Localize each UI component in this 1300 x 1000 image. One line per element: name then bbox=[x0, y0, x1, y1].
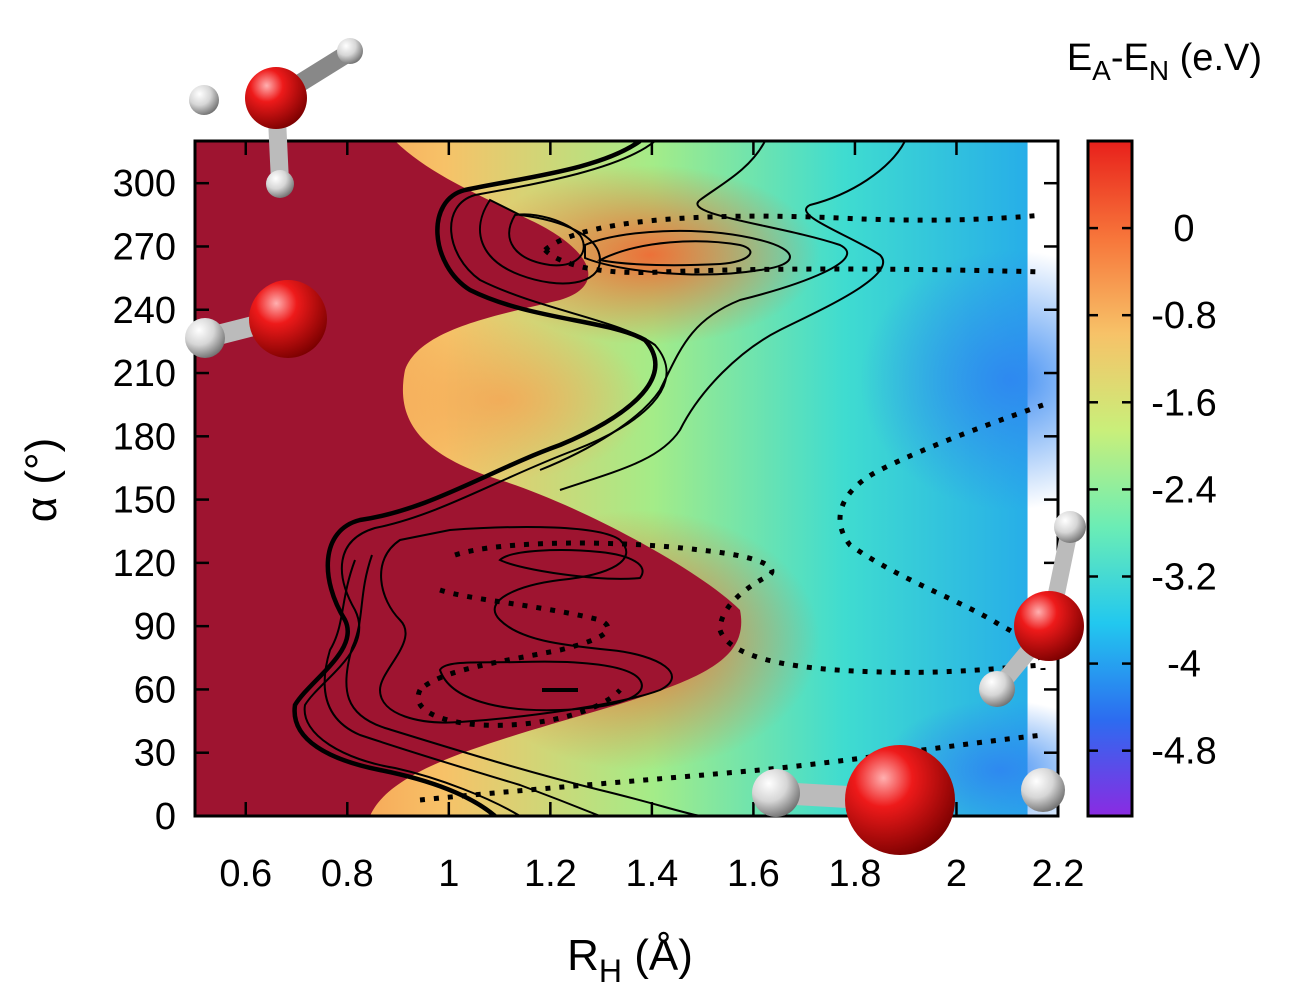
x-tick-label: 1.6 bbox=[727, 853, 780, 895]
dotted-contours bbox=[415, 212, 1046, 803]
x-tick-label: 1 bbox=[438, 853, 459, 895]
contour-line bbox=[596, 240, 752, 267]
y-tick-label: 60 bbox=[134, 669, 176, 711]
contour-line bbox=[378, 526, 673, 724]
x-tick-label: 1.8 bbox=[829, 853, 882, 895]
colorbar-gradient bbox=[1086, 139, 1134, 818]
x-axis-title: RH (Å) bbox=[567, 931, 693, 989]
plot-frame bbox=[193, 139, 1060, 818]
y-tick-label: 30 bbox=[134, 733, 176, 775]
dotted-contour-line bbox=[543, 248, 1044, 275]
contour-line bbox=[323, 559, 601, 816]
x-tick-label: 0.8 bbox=[321, 853, 374, 895]
contour-line bbox=[508, 213, 585, 267]
y-tick-label: 90 bbox=[134, 606, 176, 648]
colorbar-tick-label: -3.2 bbox=[1151, 556, 1216, 598]
contour-line bbox=[303, 141, 668, 816]
y-tick-label: 0 bbox=[155, 796, 176, 838]
hydroxyl-molecule-left bbox=[185, 280, 327, 358]
y-tick-label: 180 bbox=[113, 416, 176, 458]
contour-line bbox=[292, 141, 658, 816]
colorbar-title: EA-EN (e.V) bbox=[1067, 37, 1262, 86]
y-tick-label: 150 bbox=[113, 480, 176, 522]
dotted-contour-line bbox=[837, 402, 1046, 671]
dotted-contour-line bbox=[419, 732, 1044, 803]
x-axis: 0.6 0.8 1 1.2 1.4 1.6 1.8 2 2.2 bbox=[219, 141, 1084, 895]
x-tick-label: 0.6 bbox=[219, 853, 272, 895]
contour-line bbox=[498, 549, 644, 580]
y-tick-label: 270 bbox=[113, 226, 176, 268]
water-molecule-top-left bbox=[189, 38, 363, 198]
colorbar-tick-label: -4.8 bbox=[1151, 731, 1216, 773]
x-tick-label: 2.2 bbox=[1032, 853, 1085, 895]
x-tick-label: 2 bbox=[946, 853, 967, 895]
colorbar-tick-label: 0 bbox=[1173, 208, 1194, 250]
hydroxyl-molecule-bottom bbox=[752, 745, 1065, 855]
colorbar-tick-label: -2.4 bbox=[1151, 469, 1216, 511]
x-tick-label: 1.4 bbox=[625, 853, 678, 895]
y-axis: 0 30 60 90 120 150 180 210 240 270 300 bbox=[113, 163, 1058, 838]
y-tick-label: 240 bbox=[113, 290, 176, 332]
contour-line bbox=[345, 554, 701, 816]
y-tick-label: 300 bbox=[113, 163, 176, 205]
heatmap-field bbox=[195, 141, 1058, 816]
y-axis-title: α (°) bbox=[17, 438, 66, 523]
colorbar-tick-label: -4 bbox=[1167, 644, 1201, 686]
contour-line bbox=[539, 141, 849, 471]
x-tick-label: 1.2 bbox=[524, 853, 577, 895]
colorbar-tick-label: -1.6 bbox=[1151, 382, 1216, 424]
y-tick-label: 120 bbox=[113, 543, 176, 585]
dotted-contour-line bbox=[418, 587, 611, 692]
water-molecule-right bbox=[979, 511, 1086, 707]
colorbar-tick-label: -0.8 bbox=[1151, 295, 1216, 337]
dotted-contour-line bbox=[415, 688, 622, 728]
y-tick-label: 210 bbox=[113, 353, 176, 395]
dotted-contour-line bbox=[454, 540, 1044, 675]
contour-line bbox=[559, 141, 906, 491]
colorbar: 0 -0.8 -1.6 -2.4 -3.2 -4 -4.8 bbox=[1086, 139, 1217, 818]
